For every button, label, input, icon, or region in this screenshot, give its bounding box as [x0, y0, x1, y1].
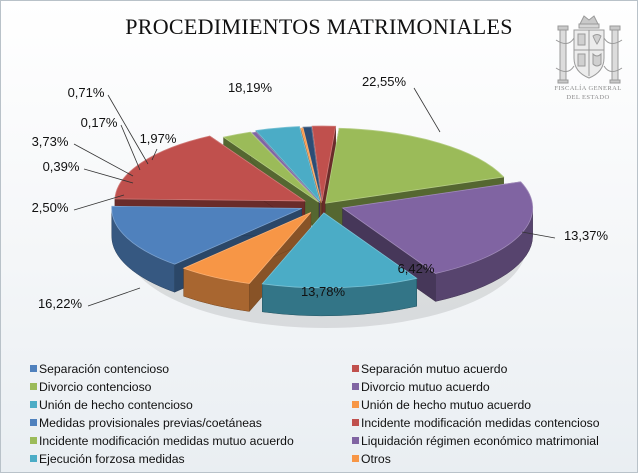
data-label: 0,17%: [81, 115, 118, 130]
legend-label: Incidente modificación medidas mutuo acu…: [39, 434, 294, 448]
legend-swatch: [30, 365, 37, 372]
data-label: 3,73%: [32, 134, 69, 149]
legend-swatch: [352, 419, 359, 426]
legend-swatch: [352, 437, 359, 444]
leader-line: [87, 287, 141, 307]
data-label: 0,71%: [68, 85, 105, 100]
legend-item: Otros: [352, 451, 391, 467]
pie-slice: [261, 212, 418, 317]
legend-label: Incidente modificación medidas contencio…: [361, 416, 600, 430]
leader-line: [521, 231, 556, 239]
legend-item: Liquidación régimen económico matrimonia…: [352, 433, 599, 449]
emblem-caption-line1: FISCALÍA GENERAL: [554, 85, 622, 92]
legend-item: Unión de hecho mutuo acuerdo: [352, 397, 531, 413]
data-label: 16,22%: [38, 296, 83, 311]
emblem-caption-line2: DEL ESTADO: [566, 94, 610, 101]
legend-item: Incidente modificación medidas contencio…: [352, 415, 599, 431]
data-label: 0,39%: [43, 159, 80, 174]
leader-line: [413, 87, 441, 133]
legend-swatch: [352, 401, 359, 408]
leader-line: [73, 194, 125, 211]
legend-item: Divorcio contencioso: [30, 379, 151, 395]
legend-label: Divorcio contencioso: [39, 380, 152, 394]
data-label: 18,19%: [228, 80, 273, 95]
emblem-caption: FISCALÍA GENERAL DEL ESTADO: [540, 84, 636, 102]
legend-item: Unión de hecho contencioso: [30, 397, 193, 413]
legend-label: Separación contencioso: [39, 362, 170, 376]
legend-label: Separación mutuo acuerdo: [361, 362, 508, 376]
leader-line: [83, 168, 134, 184]
legend-label: Ejecución forzosa medidas: [39, 452, 185, 466]
chart-title: PROCEDIMIENTOS MATRIMONIALES: [125, 14, 513, 39]
legend-swatch: [352, 383, 359, 390]
data-label: 22,55%: [362, 74, 407, 89]
legend-item: Separación contencioso: [30, 361, 169, 377]
legend-label: Otros: [361, 452, 391, 466]
legend-item: Incidente modificación medidas mutuo acu…: [30, 433, 294, 449]
legend-swatch: [352, 365, 359, 372]
legend-swatch: [30, 401, 37, 408]
legend-label: Unión de hecho contencioso: [39, 398, 193, 412]
legend-label: Medidas provisionales previas/coetáneas: [39, 416, 262, 430]
pie-slice: [182, 211, 312, 313]
legend-swatch: [30, 419, 37, 426]
legend-item: Separación mutuo acuerdo: [352, 361, 507, 377]
data-label: 1,97%: [140, 131, 177, 146]
leader-line: [73, 143, 134, 177]
legend-label: Divorcio mutuo acuerdo: [361, 380, 490, 394]
data-label: 13,78%: [301, 284, 346, 299]
leader-line: [151, 148, 158, 161]
legend-item: Medidas provisionales previas/coetáneas: [30, 415, 262, 431]
legend-swatch: [352, 455, 359, 462]
legend-label: Liquidación régimen económico matrimonia…: [361, 434, 599, 448]
legend-label: Unión de hecho mutuo acuerdo: [361, 398, 532, 412]
leader-line: [120, 124, 141, 171]
data-label: 13,37%: [564, 228, 609, 243]
leader-line: [107, 94, 149, 165]
legend-swatch: [30, 437, 37, 444]
legend-item: Ejecución forzosa medidas: [30, 451, 185, 467]
legend-swatch: [30, 383, 37, 390]
legend-swatch: [30, 455, 37, 462]
data-label: 6,42%: [398, 261, 435, 276]
legend-item: Divorcio mutuo acuerdo: [352, 379, 490, 395]
data-label: 2,50%: [32, 200, 69, 215]
coat-of-arms-icon: [555, 15, 623, 84]
